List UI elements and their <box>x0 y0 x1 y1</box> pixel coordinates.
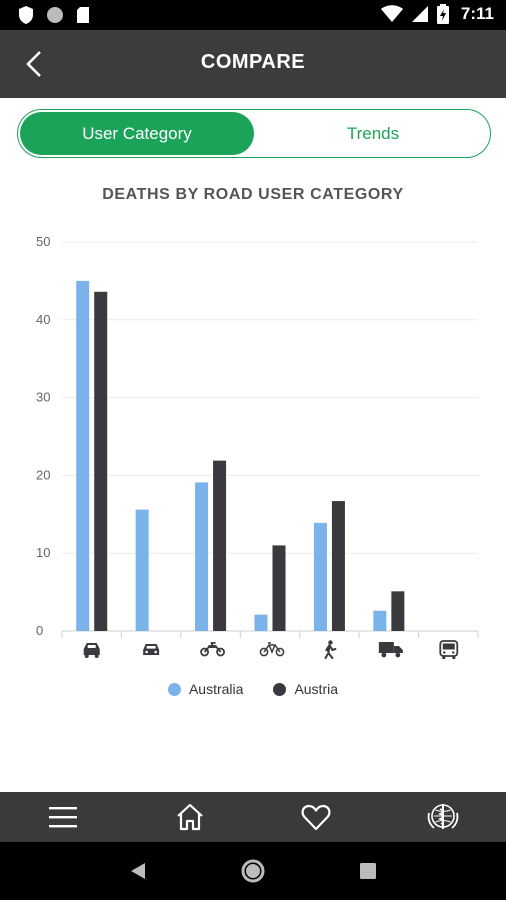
system-back-button[interactable] <box>118 851 158 891</box>
bar-australia-bicycle <box>254 614 268 631</box>
chevron-left-icon <box>26 51 41 77</box>
circle-icon <box>47 7 63 23</box>
heart-icon <box>301 804 331 831</box>
car-icon <box>143 644 160 655</box>
bar-australia-motorcycle <box>195 482 209 631</box>
legend-label-australia: Australia <box>188 681 244 697</box>
home-icon <box>177 803 203 831</box>
y-tick-label-0: 0 <box>36 623 43 638</box>
status-left-icons <box>18 5 90 25</box>
legend-item-austria[interactable]: Austria <box>273 681 338 697</box>
signal-icon <box>411 6 428 22</box>
bar-austria-car-driver <box>94 291 108 631</box>
back-button[interactable] <box>16 46 52 82</box>
bar-australia-pedestrian <box>313 522 327 631</box>
back-triangle-icon <box>130 863 145 879</box>
bar-austria-bicycle <box>272 545 286 631</box>
motorcycle-icon <box>200 642 225 657</box>
bicycle-icon <box>259 642 285 657</box>
bar-australia-car <box>135 509 149 631</box>
system-nav-bar <box>0 842 506 900</box>
tab-user-category[interactable]: User Category <box>20 112 254 155</box>
system-recents-button[interactable] <box>348 851 388 891</box>
bottom-nav <box>0 792 506 842</box>
bar-chart: 0 10 20 30 40 50 <box>36 234 479 659</box>
y-tick-label-40: 40 <box>36 312 50 327</box>
y-tick-label-30: 30 <box>36 390 50 405</box>
who-emblem-icon <box>427 804 459 829</box>
legend-dot-austria <box>273 682 287 696</box>
segmented-tabs: User Category Trends <box>17 109 491 158</box>
legend-item-australia[interactable]: Australia <box>167 681 244 697</box>
recents-square-icon <box>360 863 377 879</box>
page-title: COMPARE <box>200 51 306 73</box>
battery-icon <box>436 4 449 24</box>
nav-who[interactable] <box>380 792 506 842</box>
tab-trends[interactable]: Trends <box>346 123 400 143</box>
car-driver-icon <box>83 643 100 658</box>
menu-icon <box>49 807 78 828</box>
pedestrian-icon <box>324 640 337 659</box>
bus-icon <box>439 640 459 659</box>
chart-legend: Australia Austria <box>0 681 506 697</box>
legend-dot-australia <box>167 682 181 696</box>
status-right-icons: 7:11 <box>380 4 494 24</box>
bar-austria-truck <box>391 591 405 631</box>
y-tick-label-50: 50 <box>36 234 50 249</box>
sd-card-icon <box>77 7 89 23</box>
y-tick-label-20: 20 <box>36 467 50 482</box>
status-time: 7:11 <box>460 4 494 23</box>
bar-australia-truck <box>373 610 387 631</box>
chart-title: DEATHS BY ROAD USER CATEGORY <box>102 186 404 203</box>
y-tick-label-10: 10 <box>36 545 50 560</box>
nav-favorites[interactable] <box>253 792 380 842</box>
truck-icon <box>378 642 403 658</box>
home-circle-icon <box>241 859 265 883</box>
bar-australia-car-driver <box>76 280 90 631</box>
status-bar: 7:11 <box>0 0 506 30</box>
wifi-icon <box>380 5 403 22</box>
bar-austria-pedestrian <box>331 501 345 631</box>
nav-menu[interactable] <box>0 792 127 842</box>
bar-austria-motorcycle <box>213 460 227 631</box>
shield-icon <box>19 6 33 24</box>
legend-label-austria: Austria <box>294 681 339 697</box>
app-bar: COMPARE <box>0 30 506 98</box>
system-home-button[interactable] <box>233 851 273 891</box>
nav-home[interactable] <box>127 792 254 842</box>
